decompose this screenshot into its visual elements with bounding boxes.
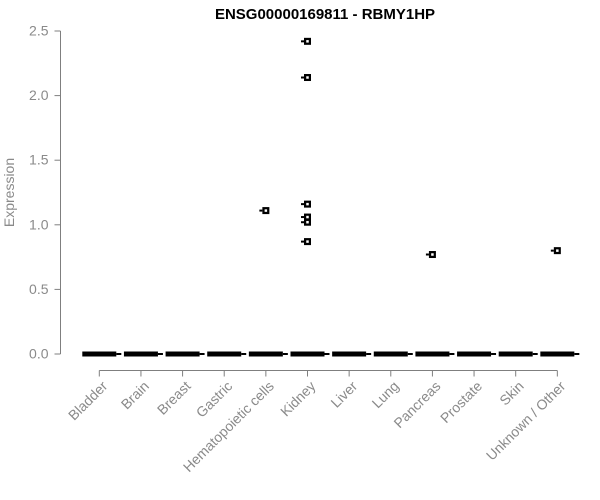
y-tick-label: 1.5 bbox=[29, 152, 49, 168]
zero-box-bar bbox=[332, 351, 367, 357]
x-tick-label: Prostate bbox=[437, 378, 485, 426]
x-tick-label: Lung bbox=[369, 378, 402, 411]
data-point-tick bbox=[259, 209, 263, 212]
data-point-center bbox=[306, 76, 309, 79]
zero-box-whisker bbox=[116, 353, 122, 355]
data-point-center bbox=[306, 202, 309, 206]
data-point-center bbox=[431, 253, 434, 256]
x-tick-label: Brain bbox=[118, 378, 152, 412]
zero-box-whisker bbox=[491, 353, 497, 355]
x-tick-label: Unknown / Other bbox=[483, 378, 569, 464]
zero-box-whisker bbox=[324, 353, 330, 355]
data-point-tick bbox=[550, 249, 554, 252]
zero-box-bar bbox=[207, 351, 242, 357]
x-tick-label: Skin bbox=[496, 378, 527, 409]
data-point-tick bbox=[301, 76, 304, 79]
zero-box-bar bbox=[498, 351, 533, 357]
zero-box-whisker bbox=[407, 353, 413, 355]
zero-box-bar bbox=[373, 351, 408, 357]
zero-box-whisker bbox=[199, 353, 205, 355]
x-tick-label: Bladder bbox=[65, 378, 111, 424]
y-tick-label: 0.5 bbox=[29, 281, 49, 297]
zero-box-whisker bbox=[282, 353, 288, 355]
zero-box-bar bbox=[290, 351, 325, 357]
chart-title: ENSG00000169811 - RBMY1HP bbox=[214, 6, 436, 23]
zero-box-whisker bbox=[366, 353, 372, 355]
x-tick-label: Breast bbox=[154, 378, 194, 418]
zero-box-whisker bbox=[574, 353, 580, 355]
zero-box-bar bbox=[540, 351, 575, 357]
zero-box-bar bbox=[248, 351, 283, 357]
zero-box-bar bbox=[165, 351, 200, 357]
zero-box-bar bbox=[457, 351, 492, 357]
data-point-center bbox=[306, 240, 309, 243]
data-point-tick bbox=[301, 221, 304, 224]
x-tick-label: Liver bbox=[327, 378, 360, 411]
y-tick-label: 2.0 bbox=[29, 87, 49, 103]
data-point-tick bbox=[301, 240, 304, 243]
data-point-center bbox=[264, 209, 268, 212]
y-axis-title: Expression bbox=[1, 158, 17, 227]
zero-box-bar bbox=[82, 351, 117, 357]
zero-box-whisker bbox=[532, 353, 538, 355]
data-point-tick bbox=[301, 216, 304, 219]
data-point-tick bbox=[425, 253, 429, 256]
x-tick-label: Kidney bbox=[277, 378, 319, 420]
y-tick-label: 0.0 bbox=[29, 346, 49, 362]
data-point-center bbox=[306, 220, 309, 224]
data-point-tick bbox=[301, 40, 304, 43]
zero-box-whisker bbox=[157, 353, 163, 355]
zero-box-bar bbox=[415, 351, 450, 357]
data-point-center bbox=[306, 215, 309, 219]
zero-box-whisker bbox=[241, 353, 247, 355]
zero-box-bar bbox=[123, 351, 158, 357]
y-tick-label: 2.5 bbox=[29, 23, 49, 39]
data-point-center bbox=[306, 40, 309, 43]
data-point-center bbox=[556, 249, 559, 252]
zero-box-whisker bbox=[449, 353, 455, 355]
y-tick-label: 1.0 bbox=[29, 216, 49, 232]
data-point-tick bbox=[301, 203, 304, 206]
